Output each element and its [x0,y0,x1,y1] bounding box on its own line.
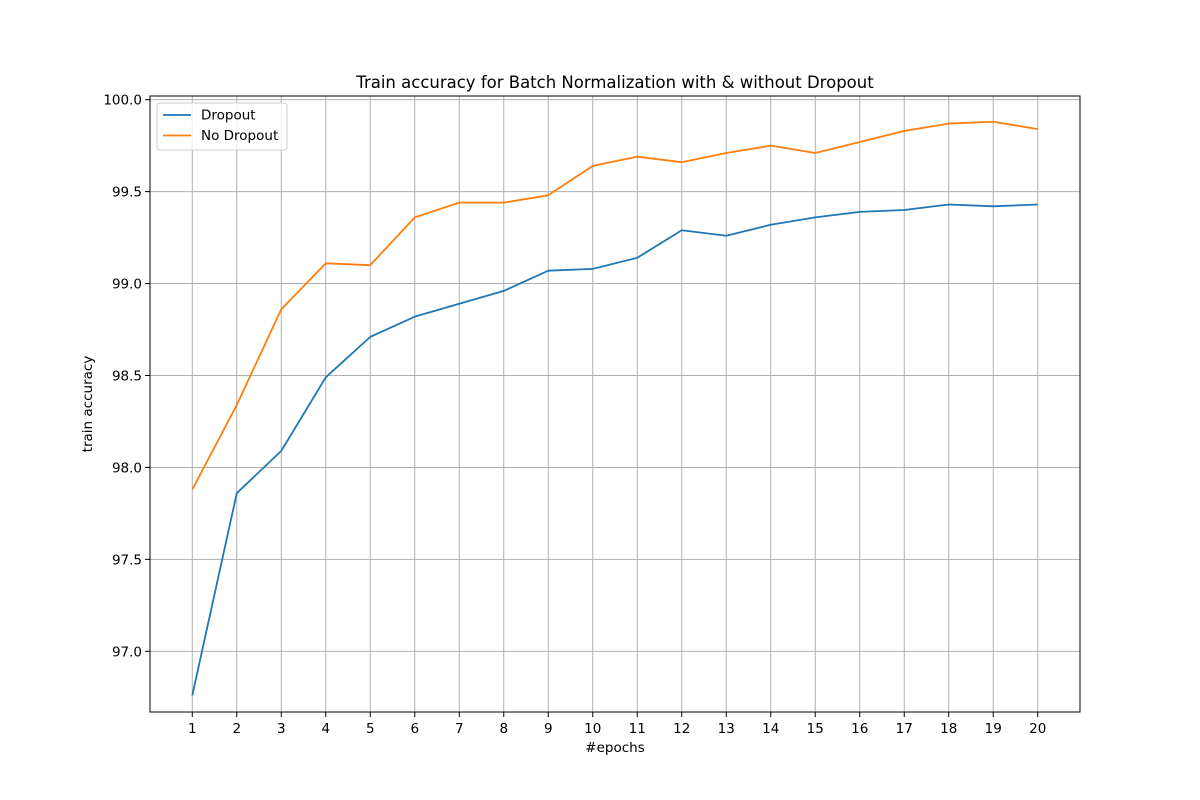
x-tick-label: 15 [807,721,824,737]
axes-frame [149,95,1081,713]
legend-label-dropout: Dropout [201,108,256,124]
x-tick-label: 9 [544,721,553,737]
legend-label-no-dropout: No Dropout [201,128,278,144]
x-tick-label: 18 [940,721,957,737]
x-tick-label: 12 [673,721,690,737]
x-axis-ticks: 1 2 3 4 5 6 7 8 9 10 11 12 13 14 15 16 17 18 19 20 [188,712,1046,737]
x-tick-label: 20 [1029,721,1046,737]
x-tick-label: 6 [410,721,419,737]
y-tick-label: 99.0 [112,277,142,293]
y-tick-label: 98.5 [112,368,142,384]
series-lines [191,120,1038,696]
chart-title: Train accuracy for Batch Normalization w… [355,73,874,92]
x-tick-label: 5 [366,721,375,737]
y-tick-label: 97.0 [112,644,142,660]
x-tick-label: 4 [321,721,330,737]
x-axis-label: #epochs [585,740,644,756]
x-tick-label: 17 [896,721,913,737]
plot-area [150,96,1080,712]
x-tick-label: 14 [762,721,779,737]
x-tick-label: 13 [718,721,735,737]
x-tick-label: 8 [499,721,508,737]
series-line-dropout [191,203,1038,696]
x-tick-label: 11 [629,721,646,737]
y-tick-label: 99.5 [112,185,142,201]
grid-lines [150,96,1080,712]
legend: Dropout No Dropout [156,102,288,151]
x-tick-label: 2 [232,721,241,737]
x-tick-label: 19 [985,721,1002,737]
x-tick-label: 7 [455,721,464,737]
x-tick-label: 16 [851,721,868,737]
x-tick-label: 3 [277,721,286,737]
x-tick-label: 1 [188,721,197,737]
y-tick-label: 98.0 [112,460,142,476]
y-axis-label: train accuracy [80,356,96,453]
x-tick-label: 10 [584,721,601,737]
series-line-no-dropout [191,120,1038,490]
y-axis-ticks: 97.0 97.5 98.0 98.5 99.0 99.5 100.0 [103,93,150,660]
y-tick-label: 100.0 [103,93,142,109]
y-tick-label: 97.5 [112,552,142,568]
